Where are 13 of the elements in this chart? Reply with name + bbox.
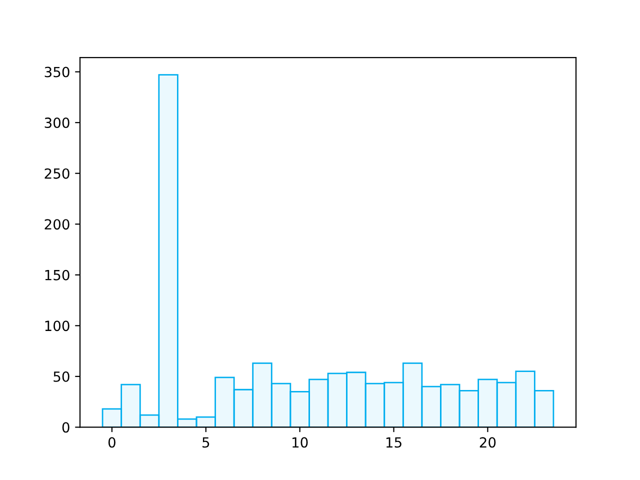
y-tick-label: 200 <box>44 219 70 230</box>
y-tick-label: 50 <box>54 371 70 382</box>
x-tick-label: 5 <box>202 437 210 448</box>
x-tick-label: 0 <box>108 437 116 448</box>
y-tick-label: 250 <box>44 168 70 179</box>
y-tick-label: 300 <box>44 118 70 128</box>
y-tick-label: 0 <box>62 422 70 433</box>
x-tick-label: 15 <box>386 437 402 448</box>
y-tick-label: 350 <box>44 66 70 78</box>
y-tick-label: 100 <box>45 320 70 332</box>
y-tick-label: 150 <box>45 270 70 280</box>
x-tick-label: 10 <box>292 437 308 448</box>
x-tick-label: 20 <box>480 437 496 448</box>
